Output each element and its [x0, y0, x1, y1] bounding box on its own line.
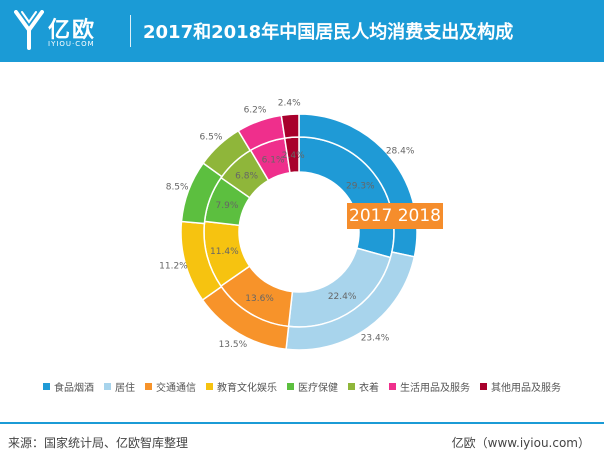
logo-icon: [14, 10, 44, 50]
logo: 亿欧 IYIOU·COM: [14, 8, 114, 54]
footer-divider: [0, 422, 604, 424]
legend-item: 其他用品及服务: [480, 379, 561, 394]
legend-swatch: [43, 382, 50, 390]
legend-item: 医疗保健: [287, 379, 338, 394]
slice-label-2017-6: 6.1%: [262, 155, 285, 165]
slice-label-2018-5: 6.5%: [200, 132, 223, 142]
slice-label-2018-1: 23.4%: [361, 333, 390, 343]
chart-labels: 29.3%22.4%13.6%11.4%7.9%6.8%6.1%2.4% 28.4…: [159, 98, 415, 350]
donut-chart: 29.3%22.4%13.6%11.4%7.9%6.8%6.1%2.4% 28.4…: [159, 98, 418, 351]
slice-label-2018-3: 11.2%: [159, 262, 188, 272]
slice-label-2017-2: 13.6%: [245, 294, 274, 304]
legend-item: 居住: [104, 379, 135, 394]
legend-item: 教育文化娱乐: [206, 379, 277, 394]
slice-label-2017-3: 11.4%: [210, 247, 239, 257]
legend-label: 生活用品及服务: [400, 382, 470, 394]
source-note: 来源：国家统计局、亿欧智库整理: [8, 436, 189, 450]
legend-item: 生活用品及服务: [389, 379, 470, 394]
slice-label-2017-0: 29.3%: [346, 181, 375, 191]
legend-swatch: [389, 382, 396, 390]
logo-text: 亿欧: [48, 18, 97, 43]
legend-label: 医疗保健: [298, 382, 338, 394]
slice-label-2018-4: 8.5%: [166, 183, 189, 193]
legend-label: 食品烟酒: [54, 382, 94, 394]
legend-swatch: [348, 382, 355, 390]
legend-label: 居住: [115, 382, 135, 394]
legend-swatch: [206, 382, 213, 390]
chart-legend: 食品烟酒 居住 交通通信 教育文化娱乐 医疗保健 衣着 生活用品及服务 其他用品及服务: [0, 378, 604, 394]
slice-2018-7: [280, 113, 300, 139]
slice-label-2017-7: 2.4%: [282, 151, 305, 161]
legend-item: 食品烟酒: [43, 379, 94, 394]
brand-note: 亿欧（www.iyiou.com）: [451, 436, 590, 450]
chart-rings: [180, 113, 418, 351]
slice-label-2018-6: 6.2%: [244, 106, 267, 116]
legend-label: 其他用品及服务: [491, 382, 561, 394]
slice-label-2017-1: 22.4%: [328, 292, 357, 302]
legend-swatch: [480, 382, 487, 390]
slice-label-2018-7: 2.4%: [278, 98, 301, 108]
legend-swatch: [145, 382, 152, 390]
year-label: 2017 2018: [347, 203, 443, 229]
slice-label-2018-2: 13.5%: [219, 340, 248, 350]
slice-label-2018-0: 28.4%: [386, 146, 415, 156]
slice-label-2017-5: 6.8%: [235, 172, 258, 182]
page-title: 2017和2018年中国居民人均消费支出及构成: [143, 22, 514, 43]
logo-subtext: IYIOU·COM: [48, 40, 95, 48]
header-bar: 亿欧 IYIOU·COM 2017和2018年中国居民人均消费支出及构成: [0, 0, 604, 62]
legend-label: 衣着: [359, 382, 379, 394]
legend-swatch: [104, 382, 111, 390]
legend-swatch: [287, 382, 294, 390]
legend-label: 教育文化娱乐: [217, 382, 277, 394]
legend-item: 衣着: [348, 379, 379, 394]
legend-item: 交通通信: [145, 379, 196, 394]
legend-label: 交通通信: [156, 382, 196, 394]
slice-label-2017-4: 7.9%: [216, 201, 239, 211]
header-divider: [130, 15, 131, 47]
